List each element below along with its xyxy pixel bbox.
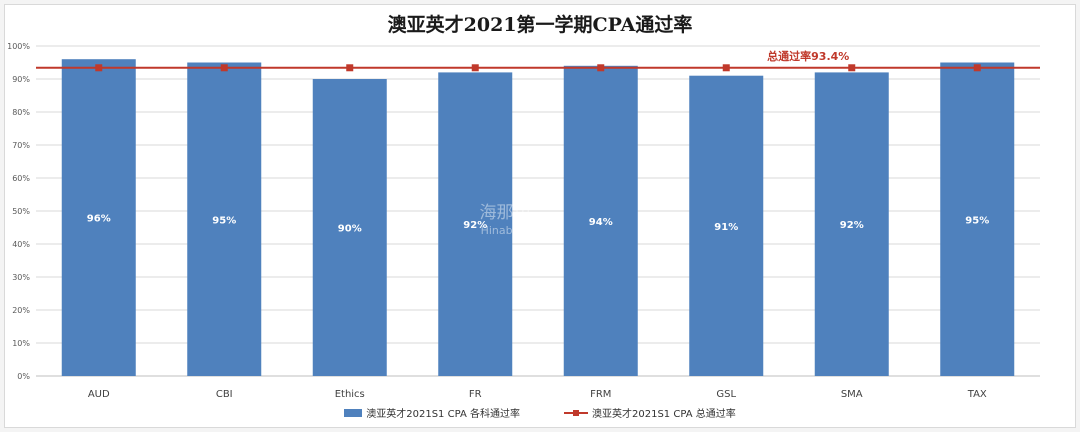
bar [940,62,1015,376]
bar [187,62,262,376]
x-tick-label: Ethics [335,389,365,400]
x-tick-label: FR [469,389,482,400]
total-rate-annotation: 总通过率93.4% [767,49,849,63]
legend-bar-label: 澳亚英才2021S1 CPA 各科通过率 [366,409,520,420]
line-marker [848,64,856,72]
legend-item-line: 澳亚英才2021S1 CPA 总通过率 [564,405,736,420]
line-marker [597,64,605,72]
bar [689,75,764,376]
y-tick-label: 60% [12,174,30,183]
x-tick-label: FRM [590,389,611,400]
y-tick-label: 100% [7,42,30,51]
y-tick-label: 70% [12,141,30,150]
y-tick-label: 40% [12,240,30,249]
y-tick-label: 10% [12,339,30,348]
y-tick-label: 30% [12,273,30,282]
y-tick-label: 20% [12,306,30,315]
bar [438,72,513,377]
line-marker [973,64,981,72]
x-tick-label: SMA [841,389,863,400]
legend-line-swatch [564,408,588,418]
watermark-cn: 海那边 [480,203,531,223]
line-marker [220,64,228,72]
x-tick-label: GSL [716,389,736,400]
line-marker [95,64,103,72]
bar-data-label: 92% [840,220,864,231]
y-tick-label: 90% [12,75,30,84]
legend-line-label: 澳亚英才2021S1 CPA 总通过率 [592,409,736,420]
legend: 澳亚英才2021S1 CPA 各科通过率 澳亚英才2021S1 CPA 总通过率 [0,405,1080,420]
legend-item-bar: 澳亚英才2021S1 CPA 各科通过率 [344,405,520,420]
chart-title: 澳亚英才2021第一学期CPA通过率 [387,14,693,36]
x-tick-label: AUD [88,389,110,400]
bar-data-label: 92% [463,220,487,231]
bar-data-label: 95% [965,215,989,226]
watermark-en: Hinabian [481,224,530,237]
bar [312,79,387,376]
bar [563,65,638,377]
line-marker [471,64,479,72]
bar-data-label: 95% [212,215,236,226]
y-tick-label: 50% [12,207,30,216]
bar-data-label: 91% [714,222,738,233]
legend-bar-swatch [344,408,363,417]
line-marker [722,64,730,72]
chart-frame [4,4,1076,428]
bar-data-label: 94% [589,217,613,228]
y-tick-label: 0% [17,372,30,381]
bar-data-label: 90% [338,224,362,235]
bar [61,59,136,376]
y-tick-label: 80% [12,108,30,117]
bar [814,72,889,377]
line-marker [346,64,354,72]
x-tick-label: CBI [216,389,233,400]
bar-data-label: 96% [87,214,111,225]
x-tick-label: TAX [967,389,987,400]
